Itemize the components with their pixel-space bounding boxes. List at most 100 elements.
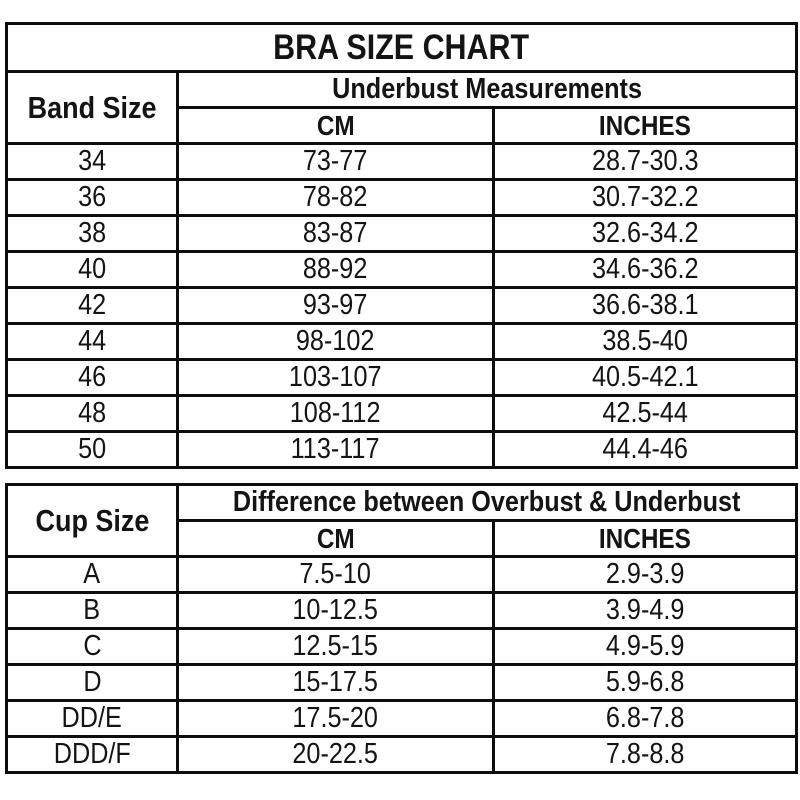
cup-cm-header-label: CM xyxy=(316,522,355,554)
cell-text: 48 xyxy=(77,397,107,429)
cell-text: A xyxy=(83,558,101,590)
band-size-value: 34 xyxy=(5,142,179,181)
cell-text: 93-97 xyxy=(303,289,368,321)
cell-text: C xyxy=(82,630,102,662)
band-column-header-row: CM INCHES xyxy=(7,106,799,145)
cell-text: 34.6-36.2 xyxy=(591,253,699,285)
cell-text: 2.9-3.9 xyxy=(605,558,685,590)
cell-text: 50 xyxy=(77,433,107,465)
cell-text: 38.5-40 xyxy=(602,325,688,357)
cell-text: 38 xyxy=(77,217,107,249)
cell-text: D xyxy=(82,666,102,698)
inches-range: 36.6-38.1 xyxy=(491,286,799,325)
table-row: 50 113-117 44.4-46 xyxy=(5,430,799,469)
inches-range: 44.4-46 xyxy=(491,430,799,469)
underbust-group-header: Underbust Measurements xyxy=(175,70,799,109)
table-row: 38 83-87 32.6-34.2 xyxy=(5,214,799,253)
cm-range: 93-97 xyxy=(176,286,495,325)
band-size-value: 48 xyxy=(5,394,179,433)
band-size-value: 40 xyxy=(5,250,179,289)
table-row: A 7.5-10 2.9-3.9 xyxy=(5,555,798,594)
difference-group-header: Difference between Overbust & Underbust xyxy=(176,483,798,522)
cell-text: 6.8-7.8 xyxy=(605,702,685,734)
band-size-value: 46 xyxy=(5,358,179,397)
cell-text: 40.5-42.1 xyxy=(591,361,699,393)
table-row: 48 108-112 42.5-44 xyxy=(5,394,799,433)
band-group-header-row: Band Size Underbust Measurements xyxy=(5,70,799,145)
band-inches-header: INCHES xyxy=(491,106,799,145)
cell-text: 4.9-5.9 xyxy=(605,630,685,662)
cell-text: 32.6-34.2 xyxy=(591,217,699,249)
cell-text: 78-82 xyxy=(303,181,368,213)
band-size-value: 44 xyxy=(5,322,179,361)
inches-range: 2.9-3.9 xyxy=(492,555,798,594)
band-inches-header-label: INCHES xyxy=(598,109,692,141)
cup-size-table: Cup Size Difference between Overbust & U… xyxy=(5,483,798,774)
cm-range: 88-92 xyxy=(176,250,495,289)
inches-range: 3.9-4.9 xyxy=(492,591,798,630)
inches-range: 34.6-36.2 xyxy=(491,250,799,289)
cup-size-value: D xyxy=(5,663,179,702)
inches-range: 38.5-40 xyxy=(491,322,799,361)
cell-text: 10-12.5 xyxy=(292,594,379,626)
band-size-table: BRA SIZE CHART Band Size Underbust Measu… xyxy=(4,22,799,469)
inches-range: 4.9-5.9 xyxy=(492,627,798,666)
cup-size-value: B xyxy=(5,591,179,630)
inches-range: 32.6-34.2 xyxy=(491,214,799,253)
cell-text: 44.4-46 xyxy=(602,433,688,465)
band-size-value: 42 xyxy=(5,286,179,325)
cell-text: 28.7-30.3 xyxy=(591,145,699,177)
chart-title-row: BRA SIZE CHART xyxy=(4,22,799,73)
cm-range: 103-107 xyxy=(176,358,495,397)
cm-range: 83-87 xyxy=(176,214,495,253)
cup-size-value: DD/E xyxy=(5,699,179,738)
cm-range: 15-17.5 xyxy=(176,663,495,702)
cm-range: 73-77 xyxy=(176,142,495,181)
band-size-corner-header: Band Size xyxy=(5,70,179,145)
cup-size-value: A xyxy=(5,555,179,594)
cell-text: 42.5-44 xyxy=(602,397,688,429)
cell-text: 42 xyxy=(77,289,107,321)
cell-text: 30.7-32.2 xyxy=(591,181,699,213)
cell-text: 46 xyxy=(77,361,107,393)
cell-text: 15-17.5 xyxy=(292,666,379,698)
cell-text: B xyxy=(83,594,101,626)
cm-range: 113-117 xyxy=(176,430,495,469)
cup-cm-header: CM xyxy=(176,519,495,558)
cm-range: 108-112 xyxy=(176,394,495,433)
cell-text: 12.5-15 xyxy=(292,630,379,662)
chart-title-text: BRA SIZE CHART xyxy=(273,27,530,67)
cell-text: 113-117 xyxy=(291,433,380,465)
inches-range: 6.8-7.8 xyxy=(492,699,798,738)
cm-range: 12.5-15 xyxy=(176,627,495,666)
cm-range: 78-82 xyxy=(176,178,495,217)
cup-size-corner-label: Cup Size xyxy=(35,502,149,538)
table-row: 40 88-92 34.6-36.2 xyxy=(5,250,799,289)
cup-column-header-row: CM INCHES xyxy=(7,519,798,558)
table-row: 44 98-102 38.5-40 xyxy=(5,322,799,361)
band-size-corner-label: Band Size xyxy=(27,89,157,125)
cup-size-value: DDD/F xyxy=(5,735,179,774)
cup-size-corner-header: Cup Size xyxy=(5,483,179,558)
cell-text: 98-102 xyxy=(296,325,375,357)
cell-text: 5.9-6.8 xyxy=(605,666,685,698)
cell-text: 40 xyxy=(77,253,107,285)
cell-text: 36.6-38.1 xyxy=(591,289,699,321)
cell-text: 83-87 xyxy=(303,217,368,249)
cell-text: 44 xyxy=(77,325,107,357)
cell-text: 20-22.5 xyxy=(292,738,379,770)
cell-text: 36 xyxy=(77,181,107,213)
cup-inches-header: INCHES xyxy=(492,519,798,558)
cell-text: 73-77 xyxy=(303,145,368,177)
table-row: B 10-12.5 3.9-4.9 xyxy=(5,591,798,630)
cell-text: DDD/F xyxy=(53,738,131,770)
cup-inches-header-label: INCHES xyxy=(598,522,692,554)
inches-range: 42.5-44 xyxy=(491,394,799,433)
inches-range: 40.5-42.1 xyxy=(491,358,799,397)
cell-text: 88-92 xyxy=(303,253,368,285)
table-row: C 12.5-15 4.9-5.9 xyxy=(5,627,798,666)
cm-range: 17.5-20 xyxy=(176,699,495,738)
cm-range: 10-12.5 xyxy=(176,591,495,630)
table-row: 36 78-82 30.7-32.2 xyxy=(5,178,799,217)
